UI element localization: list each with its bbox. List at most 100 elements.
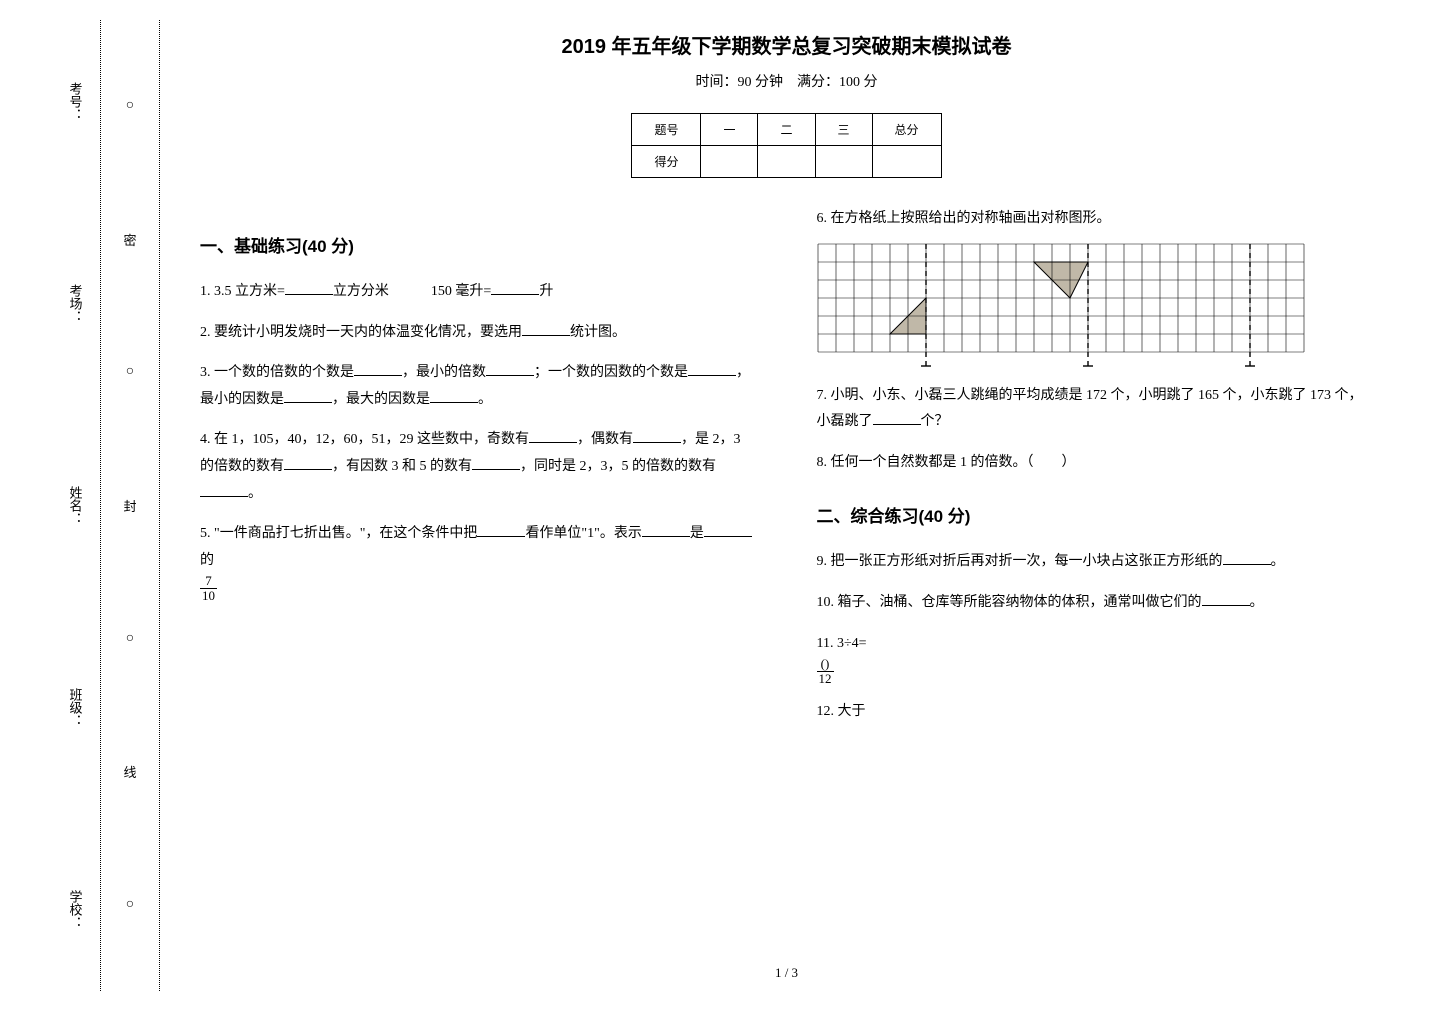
blank-field[interactable]: [522, 322, 570, 336]
q-text: ，偶数有: [577, 432, 633, 447]
exam-subtitle: 时间：90 分钟 满分：100 分: [200, 71, 1373, 91]
blank-field[interactable]: [430, 389, 478, 403]
q-text: 的: [200, 553, 214, 568]
q-text: 1. 3.5 立方米=: [200, 284, 285, 299]
question-12: 12. 大于: [817, 699, 1374, 726]
fraction-numerator: (): [817, 657, 834, 672]
section-heading-1: 一、基础练习(40 分): [200, 232, 757, 257]
blank-field[interactable]: [1223, 551, 1271, 565]
binding-label: 姓名：: [66, 486, 85, 525]
q-text: ，同时是 2，3，5 的倍数的数有: [520, 459, 716, 474]
q-text: 升: [539, 284, 553, 299]
q-text: 统计图。: [570, 325, 626, 340]
q-text: 6. 在方格纸上按照给出的对称轴画出对称图形。: [817, 211, 1111, 226]
fraction-numerator: 7: [200, 574, 217, 589]
question-8: 8. 任何一个自然数都是 1 的倍数。（ ）: [817, 450, 1374, 477]
blank-field[interactable]: [354, 362, 402, 376]
binding-mark: 封: [124, 496, 137, 515]
q-text: 。: [248, 486, 262, 501]
score-header: 一: [701, 114, 758, 146]
q-text: 是: [690, 526, 704, 541]
blank-field[interactable]: [1202, 592, 1250, 606]
q-text: 看作单位"1"。表示: [525, 526, 641, 541]
blank-field[interactable]: [873, 411, 921, 425]
blank-field[interactable]: [285, 281, 333, 295]
question-11: 11. 3÷4= () 12: [817, 631, 1374, 686]
question-9: 9. 把一张正方形纸对折后再对折一次，每一小块占这张正方形纸的 。: [817, 549, 1374, 576]
blank-field[interactable]: [633, 429, 681, 443]
score-header: 三: [815, 114, 872, 146]
blank-field[interactable]: [477, 523, 525, 537]
question-10: 10. 箱子、油桶、仓库等所能容纳物体的体积，通常叫做它们的 。: [817, 590, 1374, 617]
score-cell: [872, 146, 941, 178]
binding-label: 学校：: [66, 890, 85, 929]
q-text: ；一个数的因数的个数是: [534, 365, 688, 380]
score-header: 总分: [872, 114, 941, 146]
blank-field[interactable]: [688, 362, 736, 376]
q-text: 立方分米 150 毫升=: [333, 284, 491, 299]
q-text: ，有因数 3 和 5 的数有: [332, 459, 472, 474]
q-text: ，最大的因数是: [332, 392, 430, 407]
q-text: 。: [1271, 554, 1285, 569]
q-text: 9. 把一张正方形纸对折后再对折一次，每一小块占这张正方形纸的: [817, 554, 1223, 569]
blank-field[interactable]: [284, 456, 332, 470]
blank-field[interactable]: [704, 523, 752, 537]
question-4: 4. 在 1，105，40，12，60，51，29 这些数中，奇数有，偶数有，是…: [200, 427, 757, 507]
q-text: 个？: [921, 414, 949, 429]
binding-mark: ○: [126, 364, 134, 380]
q-text: ，最小的倍数: [402, 365, 486, 380]
q-text: 4. 在 1，105，40，12，60，51，29 这些数中，奇数有: [200, 432, 529, 447]
binding-mark: ○: [126, 631, 134, 647]
exam-title: 2019 年五年级下学期数学总复习突破期末模拟试卷: [200, 30, 1373, 59]
question-6: 6. 在方格纸上按照给出的对称轴画出对称图形。: [817, 206, 1374, 367]
q-text: 11. 3÷4=: [817, 636, 867, 651]
question-3: 3. 一个数的倍数的个数是，最小的倍数；一个数的因数的个数是，最小的因数是，最大…: [200, 360, 757, 413]
score-header: 题号: [632, 114, 701, 146]
question-2: 2. 要统计小明发烧时一天内的体温变化情况，要选用 统计图。: [200, 320, 757, 347]
q-text: 。: [1250, 595, 1264, 610]
question-7: 7. 小明、小东、小磊三人跳绳的平均成绩是 172 个，小明跳了 165 个，小…: [817, 383, 1374, 436]
q-text: 2. 要统计小明发烧时一天内的体温变化情况，要选用: [200, 325, 522, 340]
page-number: 1 / 3: [775, 965, 798, 981]
score-cell: 得分: [632, 146, 701, 178]
table-row: 题号 一 二 三 总分: [632, 114, 941, 146]
fraction-blank-12: () 12: [817, 657, 834, 685]
blank-field[interactable]: [529, 429, 577, 443]
binding-mark: 密: [124, 230, 137, 249]
blank-field[interactable]: [491, 281, 539, 295]
q-text: 3. 一个数的倍数的个数是: [200, 365, 354, 380]
fraction-denominator: 12: [817, 672, 834, 686]
q-text: 10. 箱子、油桶、仓库等所能容纳物体的体积，通常叫做它们的: [817, 595, 1202, 610]
page-body: 2019 年五年级下学期数学总复习突破期末模拟试卷 时间：90 分钟 满分：10…: [200, 30, 1373, 981]
binding-label: 班级：: [66, 688, 85, 727]
fraction-denominator: 10: [200, 589, 217, 603]
blank-field[interactable]: [200, 483, 248, 497]
binding-label: 考场：: [66, 284, 85, 323]
blank-field[interactable]: [642, 523, 690, 537]
section-heading-2: 二、综合练习(40 分): [817, 502, 1374, 527]
binding-label: 考号：: [66, 82, 85, 121]
q-text: 8. 任何一个自然数都是 1 的倍数。（ ）: [817, 455, 1076, 470]
blank-field[interactable]: [284, 389, 332, 403]
symmetry-grid-figure: [817, 243, 1374, 367]
binding-mark: 线: [124, 762, 137, 781]
q-text: 12. 大于: [817, 704, 866, 719]
score-table: 题号 一 二 三 总分 得分: [631, 113, 941, 178]
q-text: 5. "一件商品打七折出售。"，在这个条件中把: [200, 526, 477, 541]
table-row: 得分: [632, 146, 941, 178]
binding-mark: ○: [126, 98, 134, 114]
question-1: 1. 3.5 立方米= 立方分米 150 毫升= 升: [200, 279, 757, 306]
blank-field[interactable]: [486, 362, 534, 376]
grid-svg: [817, 243, 1305, 367]
score-header: 二: [758, 114, 815, 146]
score-cell: [815, 146, 872, 178]
score-cell: [701, 146, 758, 178]
blank-field[interactable]: [472, 456, 520, 470]
binding-marks: ○ 密 ○ 封 ○ 线 ○: [125, 40, 135, 971]
question-5: 5. "一件商品打七折出售。"，在这个条件中把 看作单位"1"。表示 是的 7 10: [200, 521, 757, 602]
binding-labels: 学校： 班级： 姓名： 考场： 考号：: [60, 0, 90, 1011]
q-text: 。: [478, 392, 492, 407]
content-columns: 一、基础练习(40 分) 1. 3.5 立方米= 立方分米 150 毫升= 升 2.…: [200, 206, 1373, 726]
fraction-7-10: 7 10: [200, 574, 217, 602]
binding-mark: ○: [126, 897, 134, 913]
